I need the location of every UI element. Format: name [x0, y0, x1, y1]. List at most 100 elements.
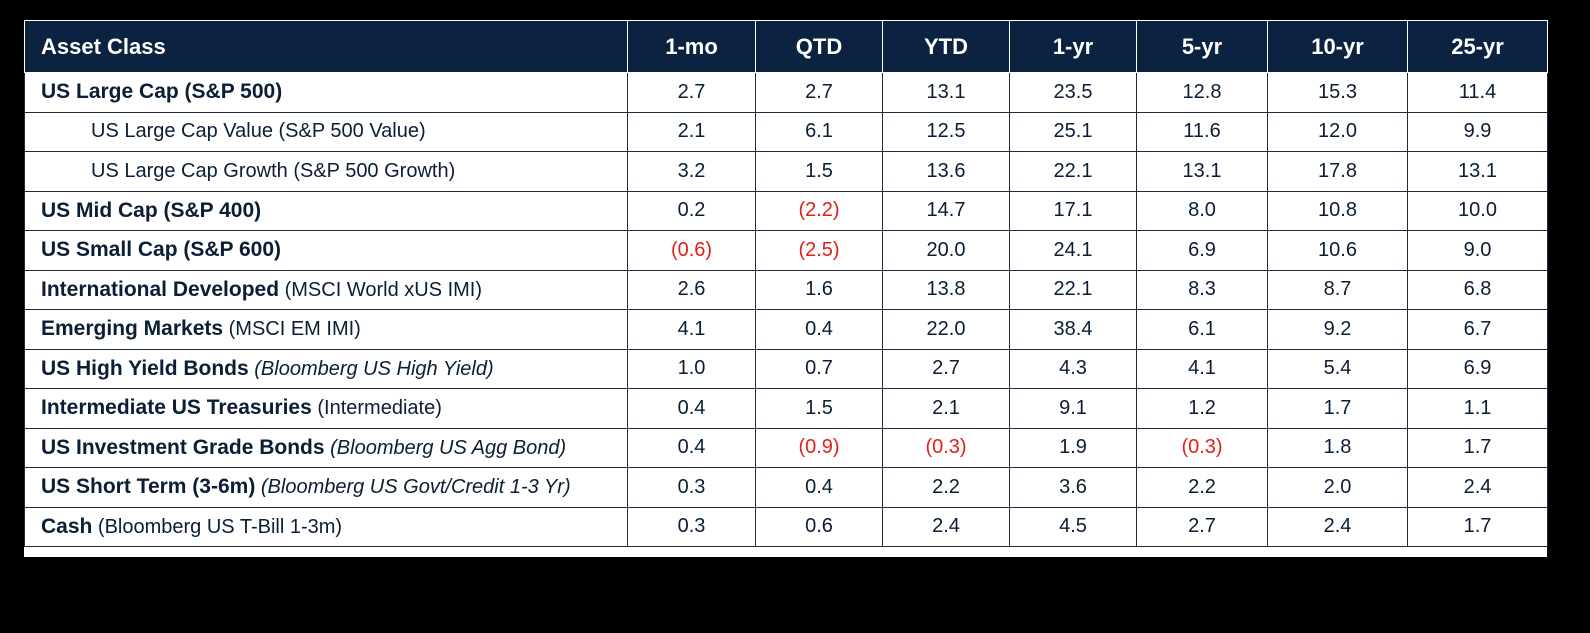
return-value-cell: (0.6) — [627, 230, 756, 271]
return-value-cell: 2.2 — [1136, 467, 1268, 508]
return-value-cell: 1.2 — [1136, 388, 1268, 429]
return-value-cell: 25.1 — [1009, 111, 1137, 152]
asset-class-name: US Investment Grade Bonds — [41, 435, 325, 459]
asset-class-name: US Large Cap Growth (S&P 500 Growth) — [91, 159, 456, 182]
returns-table-panel: Asset Class 1-mo QTD YTD 1-yr 5-yr 10-yr… — [24, 20, 1548, 557]
return-value-cell: 2.7 — [755, 72, 883, 113]
column-header: YTD — [882, 20, 1010, 73]
return-value-cell: 13.8 — [882, 269, 1010, 310]
return-value-cell: 12.5 — [882, 111, 1010, 152]
table-row: US Short Term (3-6m) (Bloomberg US Govt/… — [24, 467, 1548, 508]
return-value-cell: 1.1 — [1407, 388, 1548, 429]
column-header: 5-yr — [1136, 20, 1268, 73]
return-value-cell: 15.3 — [1267, 72, 1408, 113]
table-row: US Investment Grade Bonds (Bloomberg US … — [24, 427, 1548, 468]
return-value-cell: 2.7 — [1136, 506, 1268, 547]
asset-class-name: International Developed — [41, 277, 280, 301]
return-value-cell: 2.1 — [627, 111, 756, 152]
column-header: Asset Class — [24, 20, 628, 73]
header-row: Asset Class 1-mo QTD YTD 1-yr 5-yr 10-yr… — [24, 20, 1548, 73]
return-value-cell: 11.6 — [1136, 111, 1268, 152]
asset-class-cell: Intermediate US Treasuries (Intermediate… — [24, 388, 628, 429]
benchmark-index-label: (MSCI EM IMI) — [228, 318, 361, 341]
return-value-cell: (2.2) — [755, 190, 883, 231]
return-value-cell: 2.4 — [1407, 467, 1548, 508]
return-value-cell: 0.4 — [755, 309, 883, 350]
return-value-cell: 4.5 — [1009, 506, 1137, 547]
asset-class-cell: International Developed (MSCI World xUS … — [24, 269, 628, 310]
return-value-cell: 4.1 — [1136, 348, 1268, 389]
return-value-cell: 2.7 — [882, 348, 1010, 389]
return-value-cell: 1.0 — [627, 348, 756, 389]
benchmark-index-label: (Bloomberg US Agg Bond) — [330, 436, 567, 459]
return-value-cell: 4.1 — [627, 309, 756, 350]
return-value-cell: 13.6 — [882, 151, 1010, 192]
return-value-cell: 6.9 — [1407, 348, 1548, 389]
asset-class-name: Emerging Markets — [41, 317, 224, 341]
return-value-cell: 2.6 — [627, 269, 756, 310]
table-row: Emerging Markets (MSCI EM IMI) 4.1 0.4 22.0… — [24, 309, 1548, 350]
return-value-cell: 24.1 — [1009, 230, 1137, 271]
asset-class-cell: Cash (Bloomberg US T-Bill 1-3m) — [24, 506, 628, 547]
return-value-cell: 0.6 — [755, 506, 883, 547]
return-value-cell: 0.3 — [627, 467, 756, 508]
asset-class-cell: Emerging Markets (MSCI EM IMI) — [24, 309, 628, 350]
return-value-cell: 4.3 — [1009, 348, 1137, 389]
table-row: International Developed (MSCI World xUS … — [24, 269, 1548, 310]
return-value-cell: 23.5 — [1009, 72, 1137, 113]
asset-class-cell: US Investment Grade Bonds (Bloomberg US … — [24, 427, 628, 468]
return-value-cell: (0.3) — [882, 427, 1010, 468]
column-header: 10-yr — [1267, 20, 1408, 73]
return-value-cell: 13.1 — [1136, 151, 1268, 192]
return-value-cell: 6.1 — [1136, 309, 1268, 350]
asset-class-returns-table: Asset Class 1-mo QTD YTD 1-yr 5-yr 10-yr… — [24, 20, 1548, 547]
benchmark-index-label: (Bloomberg US Govt/Credit 1-3 Yr) — [260, 476, 571, 499]
return-value-cell: 22.1 — [1009, 151, 1137, 192]
return-value-cell: 8.7 — [1267, 269, 1408, 310]
return-value-cell: 0.4 — [627, 388, 756, 429]
asset-class-cell: US Short Term (3-6m) (Bloomberg US Govt/… — [24, 467, 628, 508]
return-value-cell: (2.5) — [755, 230, 883, 271]
return-value-cell: (0.3) — [1136, 427, 1268, 468]
return-value-cell: 1.7 — [1407, 427, 1548, 468]
return-value-cell: 10.8 — [1267, 190, 1408, 231]
asset-class-name: Cash — [41, 514, 93, 538]
asset-class-cell: US Large Cap (S&P 500) — [24, 72, 628, 113]
return-value-cell: 9.0 — [1407, 230, 1548, 271]
return-value-cell: 6.7 — [1407, 309, 1548, 350]
return-value-cell: 0.3 — [627, 506, 756, 547]
return-value-cell: 0.4 — [627, 427, 756, 468]
asset-class-cell: US Small Cap (S&P 600) — [24, 230, 628, 271]
return-value-cell: 2.4 — [1267, 506, 1408, 547]
return-value-cell: 17.8 — [1267, 151, 1408, 192]
asset-class-name: US Large Cap Value (S&P 500 Value) — [91, 120, 426, 143]
return-value-cell: 38.4 — [1009, 309, 1137, 350]
return-value-cell: 6.9 — [1136, 230, 1268, 271]
return-value-cell: 1.9 — [1009, 427, 1137, 468]
return-value-cell: (0.9) — [755, 427, 883, 468]
table-row: US Large Cap Value (S&P 500 Value) 2.1 6.1… — [24, 111, 1548, 152]
return-value-cell: 8.3 — [1136, 269, 1268, 310]
return-value-cell: 0.4 — [755, 467, 883, 508]
asset-class-name: Intermediate US Treasuries — [41, 396, 312, 420]
table-row: US Large Cap Growth (S&P 500 Growth) 3.2 1… — [24, 151, 1548, 192]
asset-class-name: US Mid Cap (S&P 400) — [41, 198, 262, 222]
return-value-cell: 6.8 — [1407, 269, 1548, 310]
asset-class-name: US Short Term (3-6m) — [41, 475, 256, 499]
table-row: Intermediate US Treasuries (Intermediate… — [24, 388, 1548, 429]
return-value-cell: 9.9 — [1407, 111, 1548, 152]
return-value-cell: 0.7 — [755, 348, 883, 389]
column-header: QTD — [755, 20, 883, 73]
column-header: 25-yr — [1407, 20, 1548, 73]
return-value-cell: 5.4 — [1267, 348, 1408, 389]
return-value-cell: 10.0 — [1407, 190, 1548, 231]
return-value-cell: 13.1 — [1407, 151, 1548, 192]
return-value-cell: 9.2 — [1267, 309, 1408, 350]
asset-class-cell: US Large Cap Growth (S&P 500 Growth) — [24, 151, 628, 192]
return-value-cell: 1.5 — [755, 151, 883, 192]
return-value-cell: 9.1 — [1009, 388, 1137, 429]
return-value-cell: 3.6 — [1009, 467, 1137, 508]
table-row: Cash (Bloomberg US T-Bill 1-3m) 0.3 0.6 2.4… — [24, 506, 1548, 547]
return-value-cell: 11.4 — [1407, 72, 1548, 113]
table-row: US High Yield Bonds (Bloomberg US High Y… — [24, 348, 1548, 389]
